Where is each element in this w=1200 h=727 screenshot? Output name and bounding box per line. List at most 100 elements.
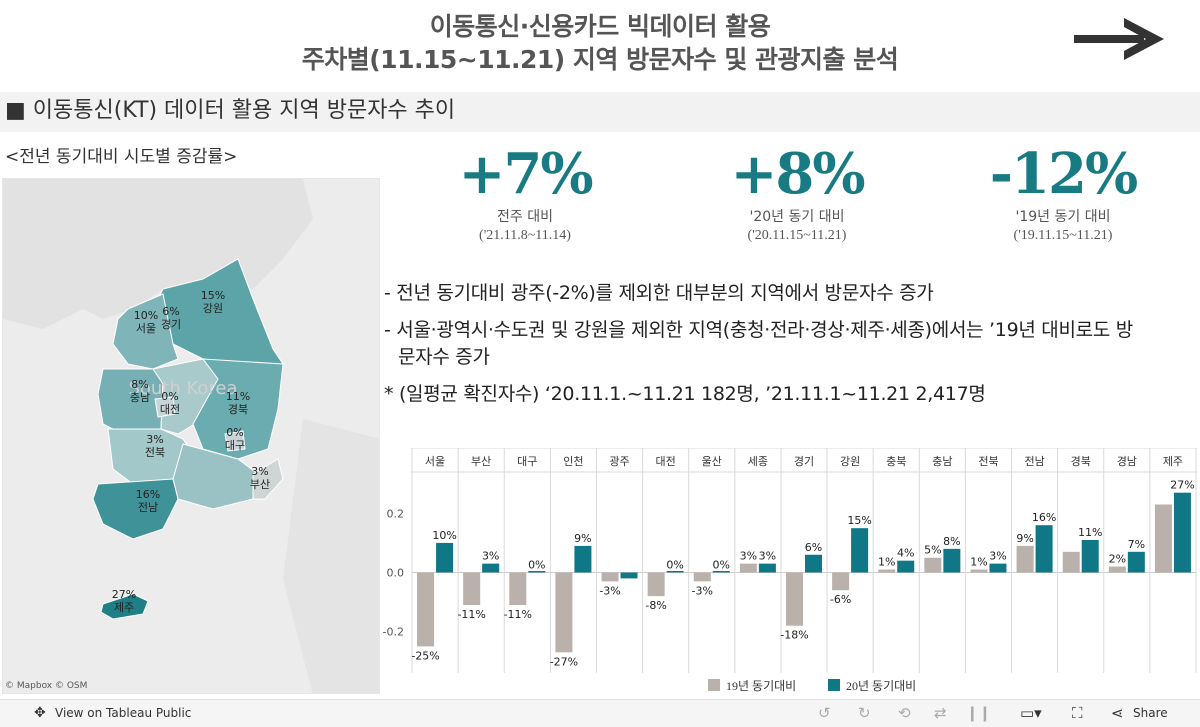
revert-icon[interactable]: ⟲	[898, 704, 911, 722]
tableau-logo-icon: ✥	[34, 705, 46, 721]
legend-swatch	[828, 679, 840, 691]
bar-2020[interactable]	[805, 554, 822, 573]
note-2: - 서울·광역시·수도권 및 강원을 제외한 지역(충청·전라·경상·제주·세종…	[384, 319, 1133, 368]
bar-2019[interactable]	[786, 572, 803, 626]
bar-2019[interactable]	[1154, 504, 1172, 573]
share-button[interactable]: Share	[1133, 706, 1168, 720]
kpi-label: '19년 동기 대비	[1015, 209, 1111, 225]
bar-2019[interactable]	[417, 572, 435, 647]
bar-2020[interactable]	[1127, 551, 1145, 573]
map-region-busan[interactable]	[252, 458, 284, 500]
data-label: 9%	[1016, 532, 1033, 545]
map-land-east	[283, 419, 379, 693]
map-label-jeonnam-pct: 16%	[136, 488, 160, 501]
data-label: 11%	[1078, 526, 1102, 539]
bar-2020[interactable]	[758, 563, 776, 573]
refresh-icon[interactable]: ⇄	[934, 704, 947, 722]
data-label: 1%	[878, 556, 895, 569]
fullscreen-icon[interactable]: ⛶	[1072, 704, 1083, 722]
bar-2020[interactable]	[482, 563, 500, 573]
map-region-daejeon[interactable]	[154, 396, 176, 418]
undo-icon[interactable]: ↺	[818, 704, 831, 722]
bar-2019[interactable]	[1016, 545, 1034, 573]
bar-2019[interactable]	[555, 572, 573, 653]
category-label: 서울	[425, 455, 445, 468]
map-label-gangwon-pct: 15%	[201, 289, 225, 302]
map-credit: © Mapbox © OSM	[5, 681, 88, 691]
map-region-jeju[interactable]	[100, 593, 149, 620]
bar-2019[interactable]	[924, 557, 942, 573]
pause-icon[interactable]: ❙❙	[966, 704, 992, 722]
y-tick-label: 0.0	[387, 567, 405, 580]
bar-2019[interactable]	[509, 572, 527, 606]
tableau-toolbar	[0, 699, 1200, 727]
category-label: 부산	[471, 455, 491, 468]
bar-2020[interactable]	[574, 545, 592, 573]
data-label: 27%	[1170, 479, 1194, 492]
bar-2019[interactable]	[463, 572, 481, 606]
kpi-vs-2020: +8% '20년 동기 대비 ('20.11.15~11.21)	[667, 140, 927, 244]
category-label: 전북	[978, 455, 998, 468]
summary-notes: - 전년 동기대비 광주(-2%)를 제외한 대부분의 지역에서 방문자수 증가…	[384, 280, 1144, 418]
view-on-tableau-link[interactable]: View on Tableau Public	[55, 706, 192, 720]
category-label: 제주	[1163, 455, 1183, 468]
map-region-daegu[interactable]	[224, 430, 246, 452]
section-header-bar	[0, 92, 1200, 132]
share-icon[interactable]: ⋖	[1111, 704, 1124, 722]
data-label: 0%	[528, 559, 545, 572]
bar-2020[interactable]	[620, 572, 638, 579]
kpi-period: ('21.11.8~11.14)	[479, 228, 571, 243]
bar-2019[interactable]	[1108, 566, 1126, 573]
category-label: 광주	[609, 455, 629, 468]
bar-2020[interactable]	[943, 548, 961, 573]
data-label: 3%	[989, 550, 1006, 563]
category-label: 인천	[563, 454, 583, 468]
bar-2020[interactable]	[989, 563, 1007, 573]
bar-2019[interactable]	[647, 572, 665, 597]
bar-2020[interactable]	[1173, 492, 1191, 573]
bar-2020[interactable]	[1081, 539, 1099, 573]
category-label: 경북	[1071, 455, 1091, 468]
kpi-label: '20년 동기 대비	[749, 209, 845, 225]
bar-2019[interactable]	[970, 569, 988, 573]
bar-2019[interactable]	[832, 572, 850, 591]
bar-2019[interactable]	[601, 572, 619, 582]
bar-2019[interactable]	[739, 563, 757, 573]
map-label-daejeon-pct: 0%	[161, 390, 178, 403]
map-label-daegu-name: 대구	[225, 439, 245, 452]
category-label: 전남	[1024, 455, 1044, 468]
bar-2019[interactable]	[1062, 551, 1080, 573]
kpi-week-over-week: +7% 전주 대비 ('21.11.8~11.14)	[395, 140, 655, 244]
dashboard-title: 이동통신·신용카드 빅데이터 활용 주차별(11.15~11.21) 지역 방문…	[0, 10, 1200, 76]
choropleth-map[interactable]: South Korea 10% 서울 6% 경기 15% 강원 8% 충남 0%…	[2, 178, 380, 694]
device-layout-icon[interactable]: ▭▾	[1020, 704, 1042, 722]
next-page-arrow-icon[interactable]	[1072, 16, 1164, 62]
data-label: -25%	[411, 649, 439, 662]
bar-2020[interactable]	[897, 560, 915, 573]
map-label-chungnam-pct: 8%	[131, 378, 148, 391]
kpi-value: +8%	[730, 141, 865, 207]
map-label-jeonnam-name: 전남	[138, 501, 158, 514]
bar-2020[interactable]	[1035, 525, 1053, 573]
map-label-jeju-name: 제주	[114, 601, 134, 614]
data-label: 0%	[713, 559, 730, 572]
y-tick-label: -0.2	[383, 626, 404, 639]
bar-2020[interactable]	[666, 571, 684, 573]
map-caption: <전년 동기대비 시도별 증감률>	[5, 147, 238, 167]
section-title: ■ 이동통신(KT) 데이터 활용 지역 방문자수 추이	[5, 98, 456, 123]
bar-2019[interactable]	[693, 572, 711, 582]
kpi-vs-2019: -12% '19년 동기 대비 ('19.11.15~11.21)	[933, 140, 1193, 244]
map-region-jeonnam[interactable]	[92, 478, 179, 540]
region-bar-chart[interactable]: 0.2 0.0 -0.2 서울 -25% 10% 부산 -11% 3% 대구 -11% 0% 인천 -27…	[380, 448, 1200, 698]
bar-2020[interactable]	[436, 542, 454, 573]
map-label-jeju-pct: 27%	[112, 588, 136, 601]
bar-2020[interactable]	[528, 571, 546, 573]
category-label: 경남	[1117, 455, 1137, 468]
bar-2020[interactable]	[712, 571, 730, 573]
bar-2019[interactable]	[878, 569, 896, 573]
redo-icon[interactable]: ↻	[858, 704, 871, 722]
map-label-gyeonggi-name: 경기	[161, 318, 181, 331]
bar-2020[interactable]	[851, 528, 869, 573]
data-label: -11%	[457, 608, 485, 621]
map-label-daegu-pct: 0%	[226, 426, 243, 439]
